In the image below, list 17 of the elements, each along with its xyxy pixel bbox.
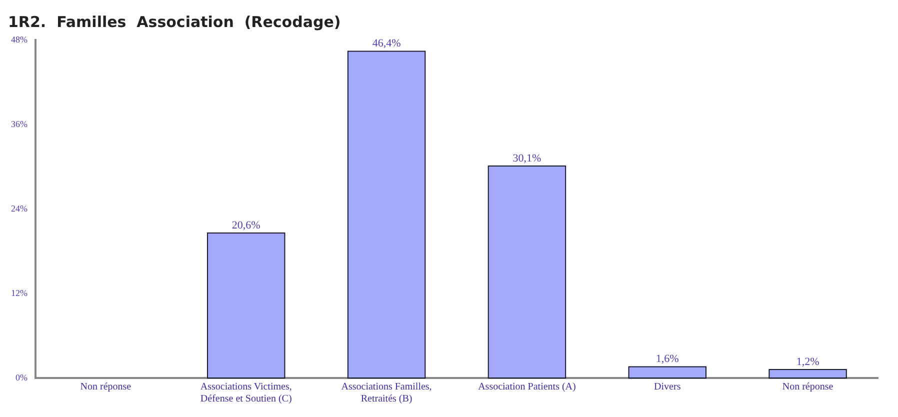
y-tick-label: 12% [10, 288, 28, 298]
x-tick-label: Associations Familles, Retraités (B) [341, 382, 432, 405]
data-label: 46,4% [372, 38, 401, 50]
y-tick-label: 36% [10, 118, 28, 129]
data-label: 30,1% [512, 152, 542, 164]
x-tick-label: Non réponse [80, 382, 132, 393]
data-label: 1,6% [656, 353, 679, 366]
x-tick-label: Association Patients (A) [478, 382, 576, 393]
x-tick-label: Non réponse [782, 382, 834, 393]
x-tick-label: Divers [654, 382, 681, 393]
chart-title: 1R2. Familles Association (Recodage) [8, 12, 341, 31]
y-tick-label: 24% [10, 203, 28, 214]
y-tick-label: 48% [10, 34, 28, 44]
data-label: 20,6% [232, 219, 260, 232]
y-tick-label: 0% [15, 372, 28, 382]
x-tick-label: Associations Victimes, Défense et Soutien (C) [200, 382, 292, 405]
data-label: 1,2% [796, 356, 820, 368]
